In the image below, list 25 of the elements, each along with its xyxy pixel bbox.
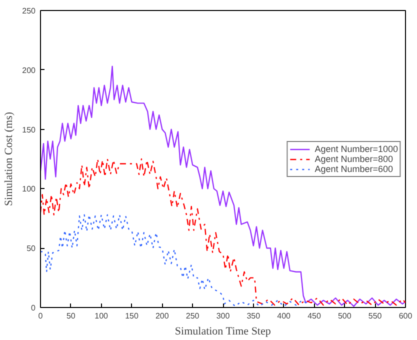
x-tick-label: 50	[66, 312, 76, 320]
x-tick-label: 300	[216, 312, 230, 320]
x-tick-label: 350	[246, 312, 261, 320]
x-tick-label: 200	[155, 312, 170, 320]
x-tick-label: 100	[94, 312, 109, 320]
y-tick-label: 0	[31, 304, 36, 312]
x-tick-label: 500	[338, 312, 352, 320]
x-tick-label: 150	[125, 312, 139, 320]
y-tick-label: 100	[22, 184, 36, 194]
y-tick-label: 250	[22, 6, 36, 16]
x-tick-label: 400	[277, 312, 292, 320]
legend-label: Agent Number=600	[314, 164, 393, 174]
y-axis-title: Simulation Cost (ms)	[3, 112, 16, 206]
x-tick-label: 450	[308, 312, 322, 320]
line-series	[40, 214, 309, 307]
legend-label: Agent Number=800	[314, 154, 393, 164]
x-axis-title: Simulation Time Step	[174, 326, 272, 338]
y-tick-label: 150	[22, 125, 36, 134]
x-tick-label: 250	[186, 312, 200, 320]
legend-label: Agent Number=1000	[314, 144, 398, 154]
y-tick-label: 50	[26, 244, 36, 254]
x-tick-label: 550	[368, 312, 382, 320]
x-tick-label: 0	[38, 312, 44, 320]
x-tick-label: 600	[398, 312, 413, 320]
y-tick-label: 200	[22, 66, 36, 75]
